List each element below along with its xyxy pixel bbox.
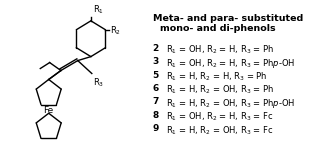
Text: R$_1$ = H, R$_2$ = H, R$_3$ = Ph: R$_1$ = H, R$_2$ = H, R$_3$ = Ph bbox=[166, 71, 267, 83]
Text: R$_1$ = H, R$_2$ = OH, R$_3$ = Fc: R$_1$ = H, R$_2$ = OH, R$_3$ = Fc bbox=[166, 124, 273, 137]
Text: Fe: Fe bbox=[44, 106, 54, 115]
Text: 6: 6 bbox=[153, 84, 159, 93]
Text: Meta- and para- substituted: Meta- and para- substituted bbox=[153, 14, 303, 23]
Text: 9: 9 bbox=[153, 124, 159, 133]
Text: R$_1$: R$_1$ bbox=[93, 3, 104, 16]
Text: R$_1$ = OH, R$_2$ = H, R$_3$ = Fc: R$_1$ = OH, R$_2$ = H, R$_3$ = Fc bbox=[166, 111, 273, 123]
Text: R$_3$: R$_3$ bbox=[93, 76, 104, 89]
Text: 5: 5 bbox=[153, 71, 159, 80]
Text: mono- and di-phenols: mono- and di-phenols bbox=[160, 24, 276, 33]
Text: 8: 8 bbox=[153, 111, 159, 120]
Text: R$_1$ = OH, R$_2$ = H, R$_3$ = Ph: R$_1$ = OH, R$_2$ = H, R$_3$ = Ph bbox=[166, 44, 274, 56]
Text: R$_1$ = H, R$_2$ = OH, R$_3$ = Ph$p$-OH: R$_1$ = H, R$_2$ = OH, R$_3$ = Ph$p$-OH bbox=[166, 97, 295, 110]
Text: R$_2$: R$_2$ bbox=[110, 24, 121, 37]
Text: 2: 2 bbox=[153, 44, 159, 53]
Text: R$_1$ = H, R$_2$ = OH, R$_3$ = Ph: R$_1$ = H, R$_2$ = OH, R$_3$ = Ph bbox=[166, 84, 274, 96]
Text: 3: 3 bbox=[153, 57, 159, 66]
Text: R$_1$ = OH, R$_2$ = H, R$_3$ = Ph$p$-OH: R$_1$ = OH, R$_2$ = H, R$_3$ = Ph$p$-OH bbox=[166, 57, 295, 70]
Text: 7: 7 bbox=[153, 97, 159, 106]
